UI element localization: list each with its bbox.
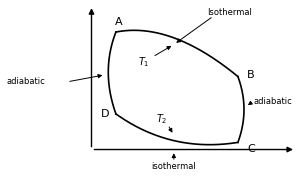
Text: D: D [101,109,110,119]
Text: $T_1$: $T_1$ [138,55,149,69]
Text: $T_2$: $T_2$ [156,112,167,126]
Text: A: A [115,17,123,27]
Text: isothermal: isothermal [152,162,196,171]
Text: C: C [247,144,255,154]
Text: adiabatic: adiabatic [253,97,292,106]
Text: adiabatic: adiabatic [6,77,45,86]
Text: B: B [247,70,255,80]
Text: Isothermal: Isothermal [207,8,252,17]
